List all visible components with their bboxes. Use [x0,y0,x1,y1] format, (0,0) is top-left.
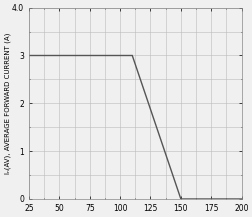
Y-axis label: Iₙ(AV), AVERAGE FORWARD CURRENT (A): Iₙ(AV), AVERAGE FORWARD CURRENT (A) [4,33,11,174]
